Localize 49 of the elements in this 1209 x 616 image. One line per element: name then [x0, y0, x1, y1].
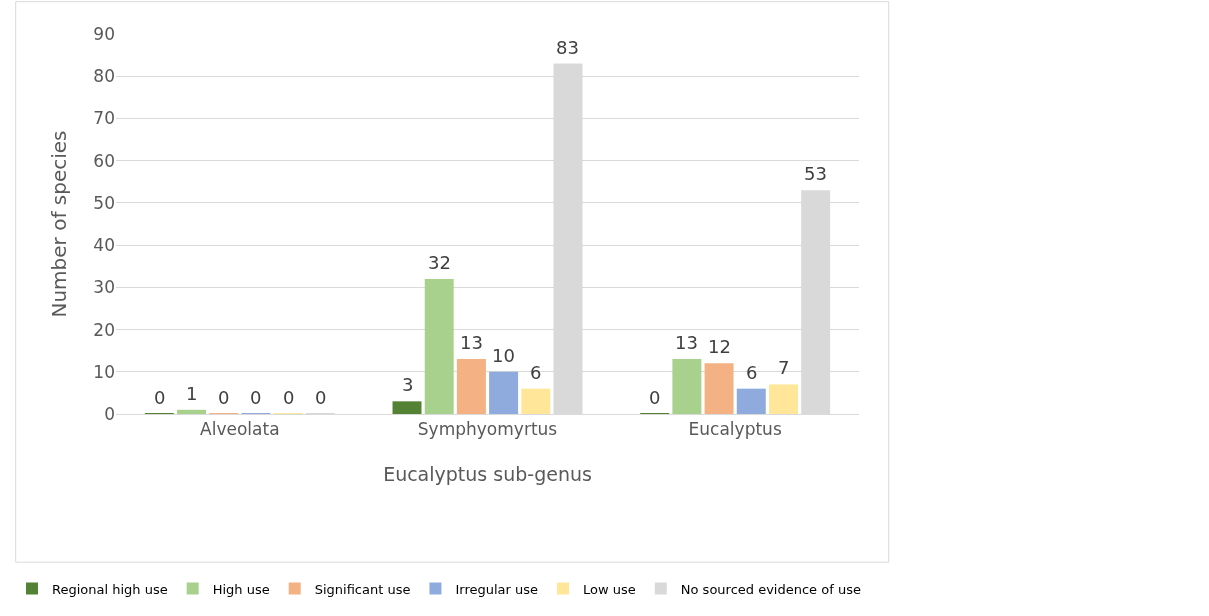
legend-label: Low use — [583, 581, 636, 597]
legend-label: High use — [212, 581, 270, 597]
x-tick-label: Eucalyptus — [688, 419, 782, 440]
data-label: 13 — [460, 332, 483, 353]
y-tick-label: 30 — [93, 277, 115, 298]
data-label: 3 — [402, 374, 414, 395]
data-label: 83 — [556, 37, 579, 58]
y-tick-label: 0 — [104, 403, 115, 424]
y-axis-title: Number of species — [47, 130, 71, 318]
x-axis-title: Eucalyptus sub-genus — [383, 463, 592, 485]
bar — [672, 359, 702, 414]
data-label: 7 — [778, 357, 790, 378]
data-label: 6 — [746, 362, 758, 383]
y-tick-label: 50 — [93, 192, 115, 213]
y-tick-label: 80 — [93, 66, 115, 87]
bar — [521, 388, 551, 414]
bar — [736, 388, 766, 414]
data-label: 10 — [492, 345, 515, 366]
data-label: 0 — [154, 387, 166, 408]
data-label: 13 — [675, 332, 698, 353]
data-label: 0 — [649, 387, 661, 408]
bar — [456, 359, 486, 414]
data-label: 0 — [250, 387, 262, 408]
bar — [704, 363, 734, 414]
y-tick-label: 60 — [93, 150, 115, 171]
y-tick-label: 10 — [93, 361, 115, 382]
legend-label: Significant use — [314, 581, 411, 597]
y-tick-label: 20 — [93, 319, 115, 340]
bar — [489, 371, 519, 414]
legend-label: Irregular use — [455, 581, 539, 597]
y-tick-label: 70 — [93, 108, 115, 129]
data-label: 53 — [804, 163, 827, 184]
bar — [177, 409, 207, 414]
x-tick-label: Alveolata — [200, 419, 280, 440]
bar — [392, 401, 422, 414]
data-label: 0 — [283, 387, 295, 408]
x-tick-label: Symphyomyrtus — [417, 419, 558, 440]
data-label: 0 — [218, 387, 230, 408]
data-label: 32 — [428, 252, 451, 273]
legend-label: Regional high use — [51, 581, 168, 597]
data-label: 12 — [708, 336, 731, 357]
legend-label: No sourced evidence of use — [680, 581, 861, 597]
data-label: 6 — [530, 362, 542, 383]
bar — [768, 384, 798, 414]
data-label: 0 — [315, 387, 327, 408]
y-tick-label: 40 — [93, 235, 115, 256]
bar — [424, 278, 454, 414]
y-tick-label: 90 — [93, 23, 115, 44]
data-label: 1 — [186, 383, 198, 404]
